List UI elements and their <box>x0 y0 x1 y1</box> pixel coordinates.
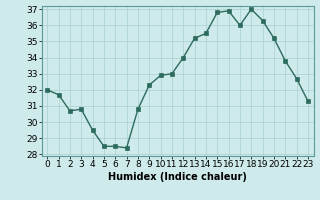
X-axis label: Humidex (Indice chaleur): Humidex (Indice chaleur) <box>108 172 247 182</box>
